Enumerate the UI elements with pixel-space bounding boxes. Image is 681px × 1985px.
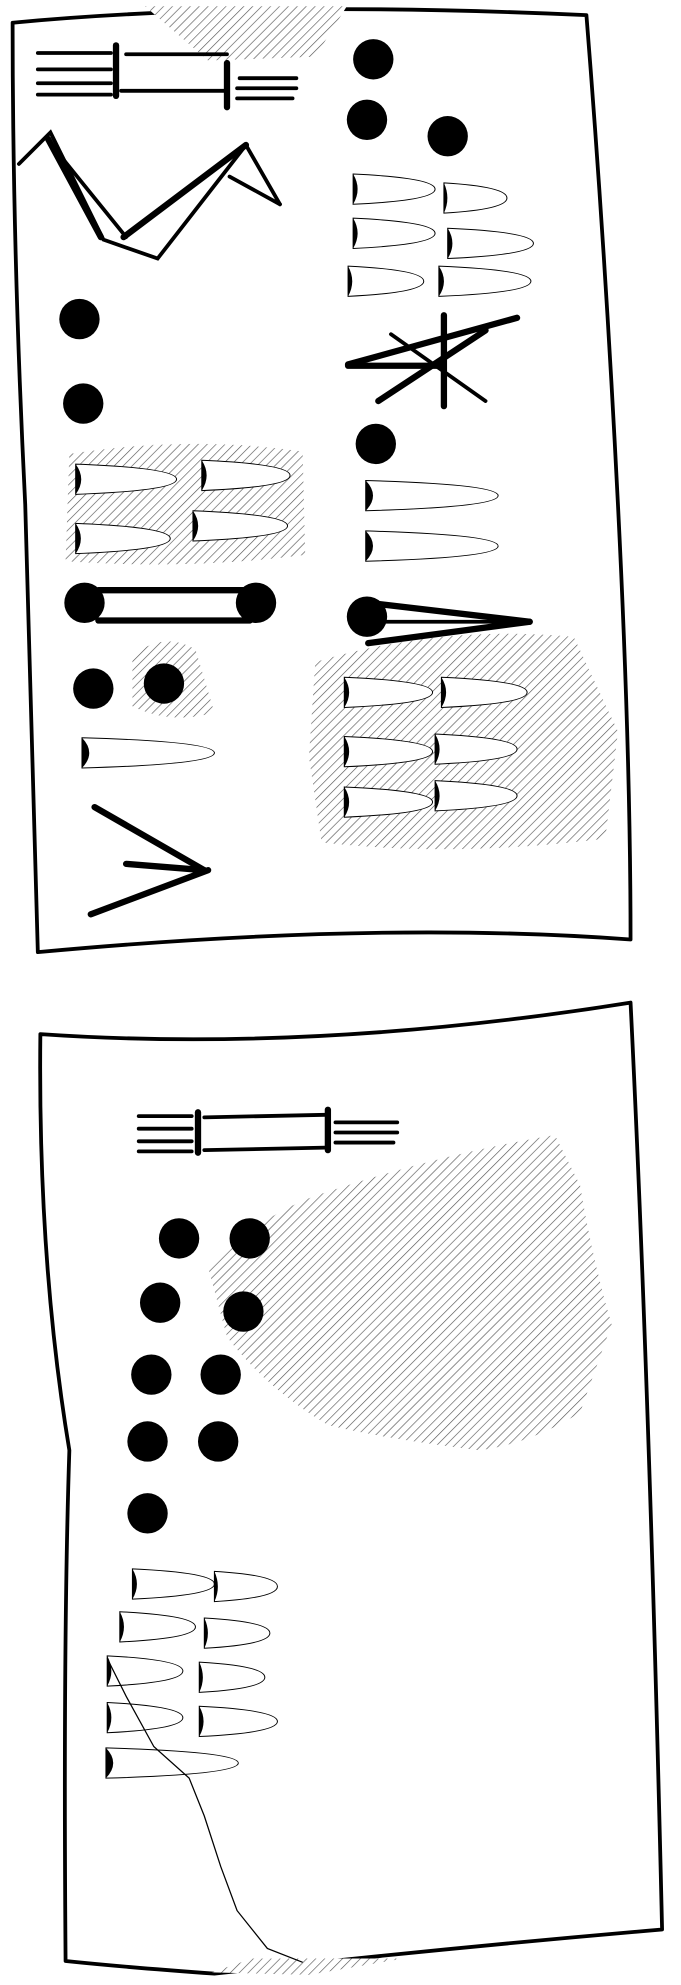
zigzag-sign [17, 129, 282, 261]
numeral-circles [127, 1218, 270, 1534]
numeral-wedges [105, 1568, 279, 1779]
wedge-sign [87, 803, 212, 918]
star-sign [344, 312, 521, 410]
sign-lines [136, 1106, 400, 1156]
damage-hatch [145, 6, 347, 61]
reverse-outline [38, 1000, 664, 1976]
arrow-sign [365, 599, 533, 647]
sign-lines [35, 42, 299, 111]
crack-line [106, 1658, 303, 1963]
damage-hatch [211, 1958, 404, 1975]
obverse-outline [10, 7, 633, 955]
bar-sign [95, 587, 253, 624]
damage-hatch [208, 1135, 612, 1451]
numeral-circles [59, 39, 468, 709]
